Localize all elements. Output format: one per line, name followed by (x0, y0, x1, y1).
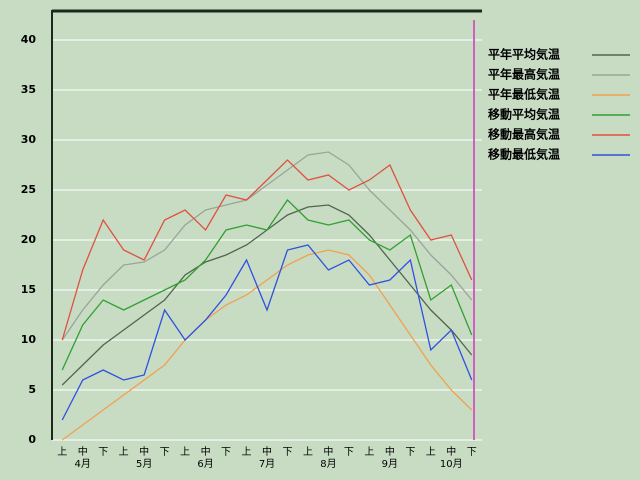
legend-label: 移動最低気温 (488, 147, 560, 162)
y-tick-label: 25 (21, 183, 36, 196)
month-label: 9月 (382, 458, 398, 470)
x-tick-label: 下 (221, 447, 231, 458)
x-tick-label: 中 (385, 445, 395, 458)
month-label: 6月 (197, 458, 213, 470)
x-tick-label: 中 (78, 445, 88, 458)
y-tick-label: 30 (21, 133, 37, 146)
series-line (61, 244, 473, 421)
x-tick-label: 上 (303, 446, 313, 458)
x-tick-label: 下 (344, 447, 354, 458)
series-line (61, 151, 473, 341)
series-line (61, 198, 473, 371)
x-tick-label: 上 (426, 446, 436, 458)
legend-label: 移動平均気温 (488, 107, 560, 122)
y-tick-label: 40 (21, 33, 37, 46)
y-tick-label: 0 (28, 433, 36, 446)
month-label: 8月 (320, 458, 336, 470)
x-tick-label: 下 (160, 447, 170, 458)
x-tick-label: 上 (119, 446, 129, 458)
month-label: 10月 (440, 458, 463, 470)
x-tick-label: 中 (139, 445, 149, 458)
x-tick-label: 中 (323, 445, 333, 458)
series-line (61, 204, 473, 386)
month-label: 4月 (75, 458, 91, 470)
month-label: 5月 (136, 458, 152, 470)
legend-label: 平年最高気温 (488, 67, 560, 82)
series-line (61, 159, 473, 341)
x-tick-label: 上 (242, 446, 252, 458)
x-tick-label: 中 (446, 445, 456, 458)
legend-label: 平年最低気温 (488, 87, 560, 102)
y-tick-label: 10 (21, 333, 37, 346)
x-tick-label: 下 (98, 447, 108, 458)
series-line (61, 249, 473, 441)
y-tick-label: 20 (21, 233, 37, 246)
x-tick-label: 下 (467, 447, 477, 458)
legend-label: 移動最高気温 (488, 127, 560, 142)
month-label: 7月 (259, 458, 275, 470)
x-tick-label: 中 (201, 445, 211, 458)
x-tick-label: 下 (282, 447, 292, 458)
x-tick-label: 上 (180, 446, 190, 458)
y-tick-label: 35 (21, 83, 36, 96)
y-tick-label: 5 (28, 383, 36, 396)
x-tick-label: 上 (364, 446, 374, 458)
y-tick-label: 15 (21, 283, 36, 296)
legend-label: 平年平均気温 (488, 47, 560, 62)
x-tick-label: 下 (405, 447, 415, 458)
x-tick-label: 上 (57, 446, 67, 458)
x-tick-label: 中 (262, 445, 272, 458)
